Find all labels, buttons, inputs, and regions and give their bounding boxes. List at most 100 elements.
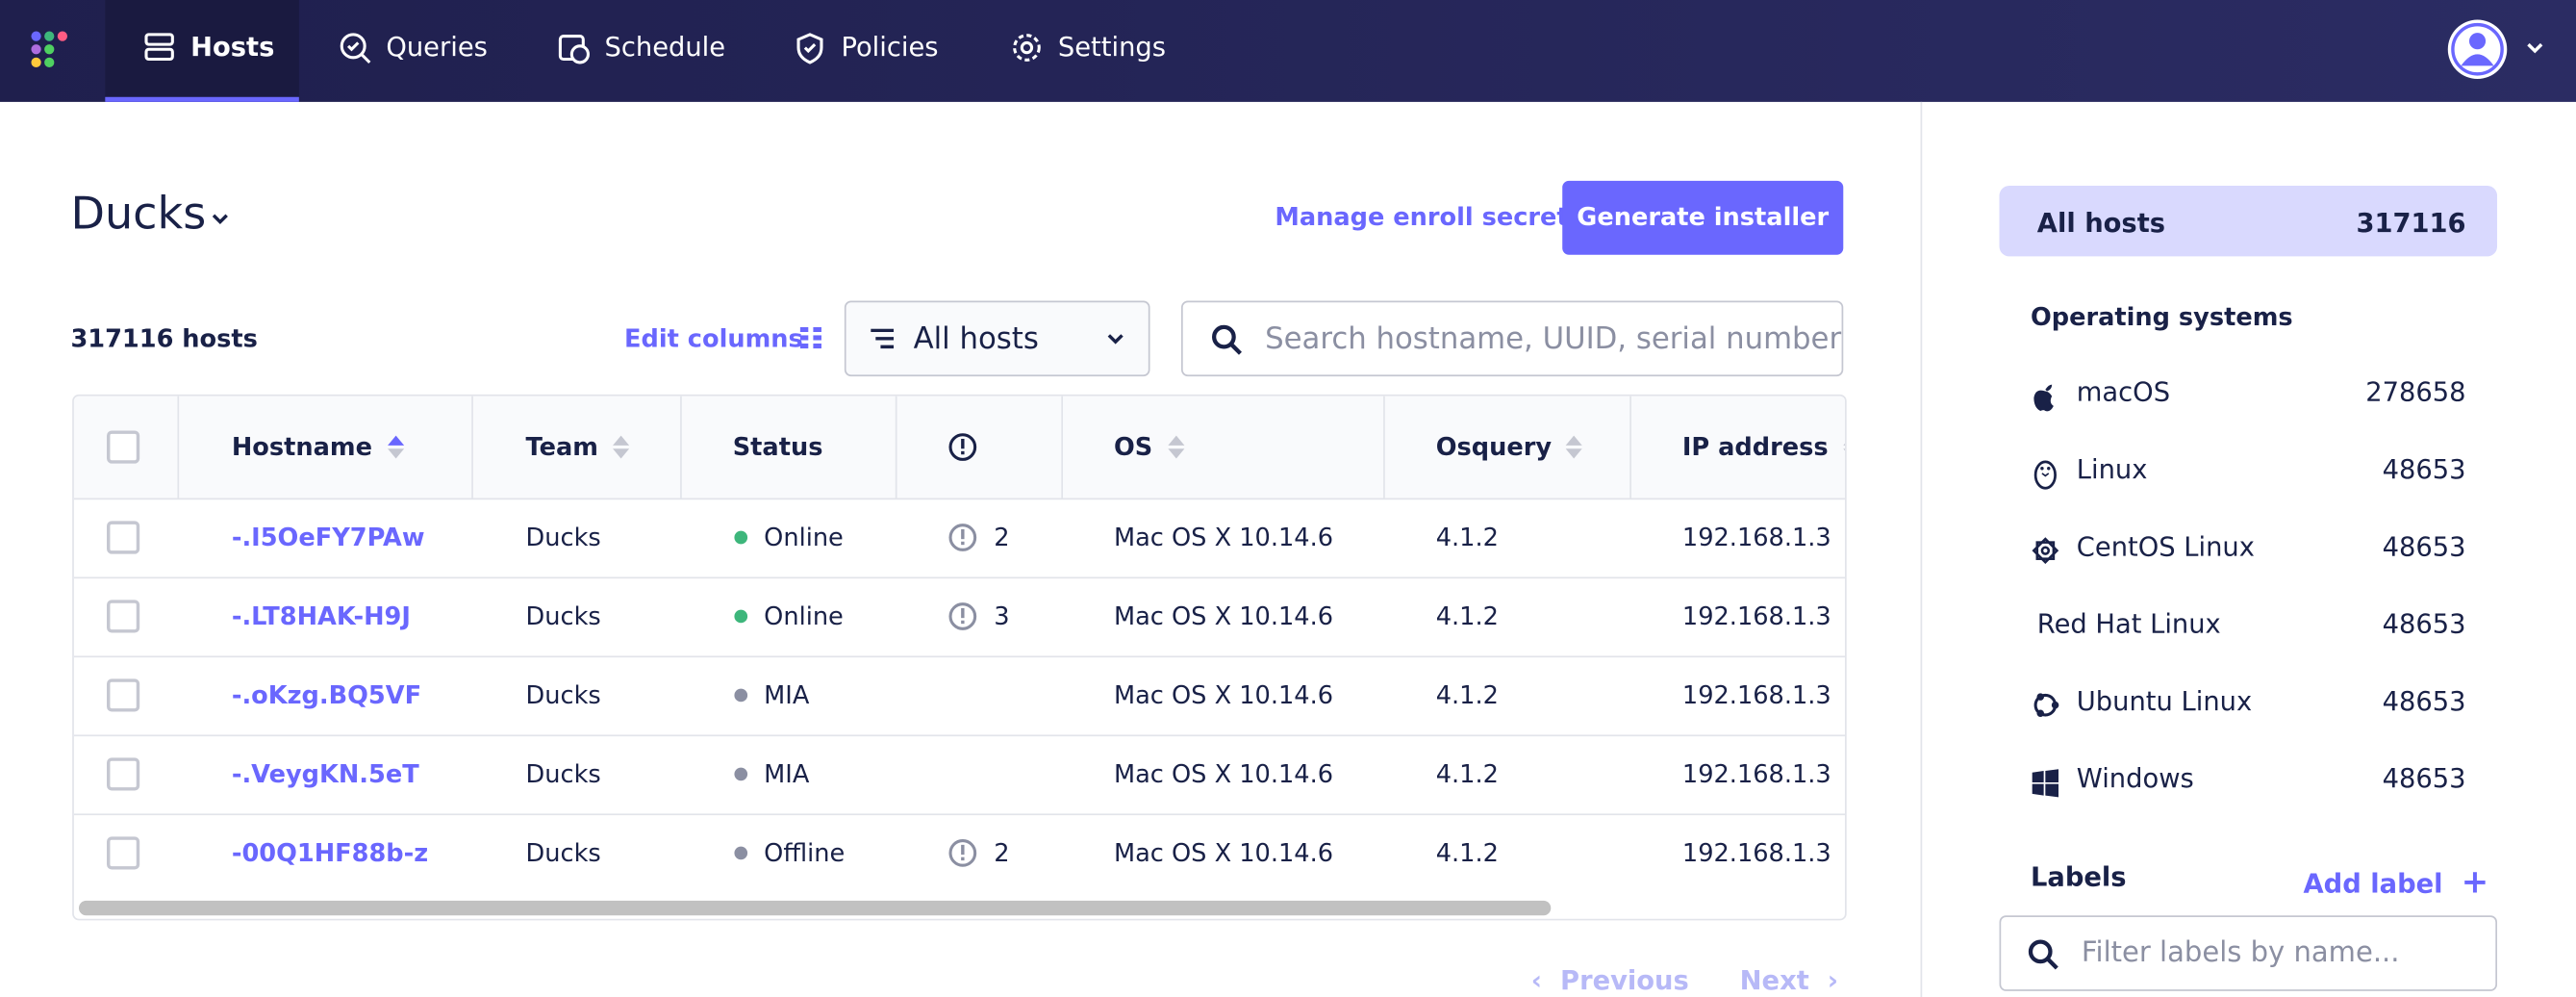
hostname-link[interactable]: -00Q1HF88b-z bbox=[231, 838, 429, 868]
nav-item[interactable]: Queries bbox=[386, 31, 488, 63]
os-icon bbox=[2031, 459, 2060, 490]
select-all[interactable] bbox=[107, 430, 140, 464]
os-icon bbox=[2031, 536, 2060, 566]
hostname-link[interactable]: -.I5OeFY7PAw bbox=[231, 523, 425, 552]
issue-count: 2 bbox=[994, 523, 1010, 552]
search-box[interactable]: Search hostname, UUID, serial number, c bbox=[1180, 300, 1844, 377]
label-filter[interactable]: Filter labels by name... bbox=[1999, 915, 2498, 991]
ip-cell: 192.168.1.3 bbox=[1681, 759, 1831, 789]
row-checkbox[interactable] bbox=[107, 678, 140, 712]
team-cell: Ducks bbox=[525, 838, 601, 868]
os-name: CentOS Linux bbox=[2076, 530, 2255, 563]
search-icon bbox=[2028, 939, 2058, 970]
column-header[interactable]: Status bbox=[732, 432, 823, 462]
nav-icon bbox=[794, 31, 826, 64]
scrollbar[interactable] bbox=[78, 900, 1552, 916]
status-cell: Online bbox=[764, 601, 844, 631]
os-icon bbox=[2031, 768, 2060, 798]
column-divider bbox=[1383, 396, 1385, 498]
os-cell: Mac OS X 10.14.6 bbox=[1113, 523, 1334, 552]
hostname-link[interactable]: -.VeygKN.5eT bbox=[231, 759, 419, 789]
issue-count: 2 bbox=[994, 838, 1010, 868]
nav-item[interactable]: Hosts bbox=[190, 31, 275, 63]
status-dot bbox=[734, 688, 748, 703]
row-divider bbox=[73, 655, 1845, 658]
os-name: Red Hat Linux bbox=[2036, 607, 2221, 640]
sort-icon bbox=[1167, 434, 1186, 460]
os-title: Operating systems bbox=[2030, 302, 2293, 332]
next-button[interactable]: Next › bbox=[1739, 964, 1839, 996]
ip-cell: 192.168.1.3 bbox=[1681, 523, 1831, 552]
previous-label: Previous bbox=[1560, 964, 1689, 996]
nav-icon bbox=[143, 31, 176, 64]
nav-item[interactable]: Policies bbox=[841, 31, 939, 63]
os-name: macOS bbox=[2076, 376, 2171, 408]
os-count: 278658 bbox=[2365, 376, 2466, 408]
issue-icon bbox=[947, 523, 977, 552]
all-hosts-item[interactable]: All hosts 317116 bbox=[1999, 185, 2498, 257]
edit-columns[interactable]: Edit columns bbox=[624, 323, 803, 354]
column-divider bbox=[1629, 396, 1631, 498]
column-header[interactable]: Team bbox=[525, 432, 598, 462]
column-header[interactable]: OS bbox=[1113, 432, 1153, 462]
manage-enroll-secret[interactable]: Manage enroll secret bbox=[1275, 202, 1569, 232]
status-dot bbox=[734, 767, 748, 781]
row-checkbox[interactable] bbox=[107, 757, 140, 791]
logo[interactable] bbox=[30, 30, 72, 72]
filter-dropdown[interactable]: All hosts bbox=[844, 300, 1150, 377]
team-cell: Ducks bbox=[525, 601, 601, 631]
sort-icon bbox=[1564, 434, 1583, 460]
osquery-cell: 4.1.2 bbox=[1435, 523, 1499, 552]
sort-icon bbox=[386, 434, 405, 460]
sort-icon bbox=[1842, 434, 1845, 460]
row-divider bbox=[73, 576, 1845, 579]
ip-cell: 192.168.1.3 bbox=[1681, 601, 1831, 631]
active-tab bbox=[105, 0, 299, 102]
team-name[interactable]: Ducks bbox=[70, 189, 207, 241]
generate-installer[interactable]: Generate installer bbox=[1562, 180, 1844, 255]
row-checkbox[interactable] bbox=[107, 600, 140, 633]
os-item[interactable]: Linux 48653 bbox=[2000, 450, 2497, 499]
nav-item[interactable]: Settings bbox=[1057, 31, 1166, 63]
row-divider bbox=[73, 813, 1845, 816]
nav-icon bbox=[1010, 31, 1043, 64]
chevron bbox=[1107, 334, 1124, 345]
labels-title: Labels bbox=[2030, 860, 2127, 893]
row-checkbox[interactable] bbox=[107, 521, 140, 554]
os-item[interactable]: Ubuntu Linux 48653 bbox=[2000, 682, 2497, 731]
hostname-link[interactable]: -.LT8HAK-H9J bbox=[231, 601, 411, 631]
issues-header bbox=[947, 432, 977, 462]
status-cell: Online bbox=[764, 523, 844, 552]
os-count: 48653 bbox=[2382, 762, 2466, 794]
status-cell: Offline bbox=[764, 838, 846, 868]
osquery-cell: 4.1.2 bbox=[1435, 759, 1499, 789]
nav-icon bbox=[339, 31, 371, 64]
nav-icon bbox=[557, 31, 590, 64]
column-header[interactable]: IP address bbox=[1681, 432, 1829, 462]
sort-icon bbox=[611, 434, 630, 460]
hostname-link[interactable]: -.oKzg.BQ5VF bbox=[231, 680, 422, 710]
os-item[interactable]: macOS 278658 bbox=[2000, 373, 2497, 422]
column-header[interactable]: Osquery bbox=[1435, 432, 1553, 462]
filter-value: All hosts bbox=[913, 321, 1039, 357]
status-dot bbox=[734, 846, 748, 860]
os-name: Ubuntu Linux bbox=[2076, 685, 2253, 717]
os-icon bbox=[2031, 381, 2060, 412]
row-checkbox[interactable] bbox=[107, 836, 140, 870]
os-item[interactable]: CentOS Linux 48653 bbox=[2000, 527, 2497, 576]
ip-cell: 192.168.1.3 bbox=[1681, 838, 1831, 868]
column-divider bbox=[177, 396, 180, 498]
os-item[interactable]: Windows 48653 bbox=[2000, 759, 2497, 808]
top-nav: Hosts Queries Schedule Policies Settings bbox=[0, 0, 2576, 102]
add-label[interactable]: Add label + bbox=[2303, 860, 2489, 901]
column-header[interactable]: Hostname bbox=[231, 432, 372, 462]
nav-item[interactable]: Schedule bbox=[604, 31, 726, 63]
status-cell: MIA bbox=[764, 759, 810, 789]
previous-button[interactable]: ‹ Previous bbox=[1530, 964, 1689, 996]
os-item[interactable]: Red Hat Linux 48653 bbox=[2000, 605, 2497, 654]
all-hosts-label: All hosts bbox=[2036, 207, 2166, 239]
host-count: 317116 hosts bbox=[70, 323, 258, 354]
filter-icon bbox=[871, 328, 895, 349]
user-menu[interactable] bbox=[2446, 18, 2551, 84]
